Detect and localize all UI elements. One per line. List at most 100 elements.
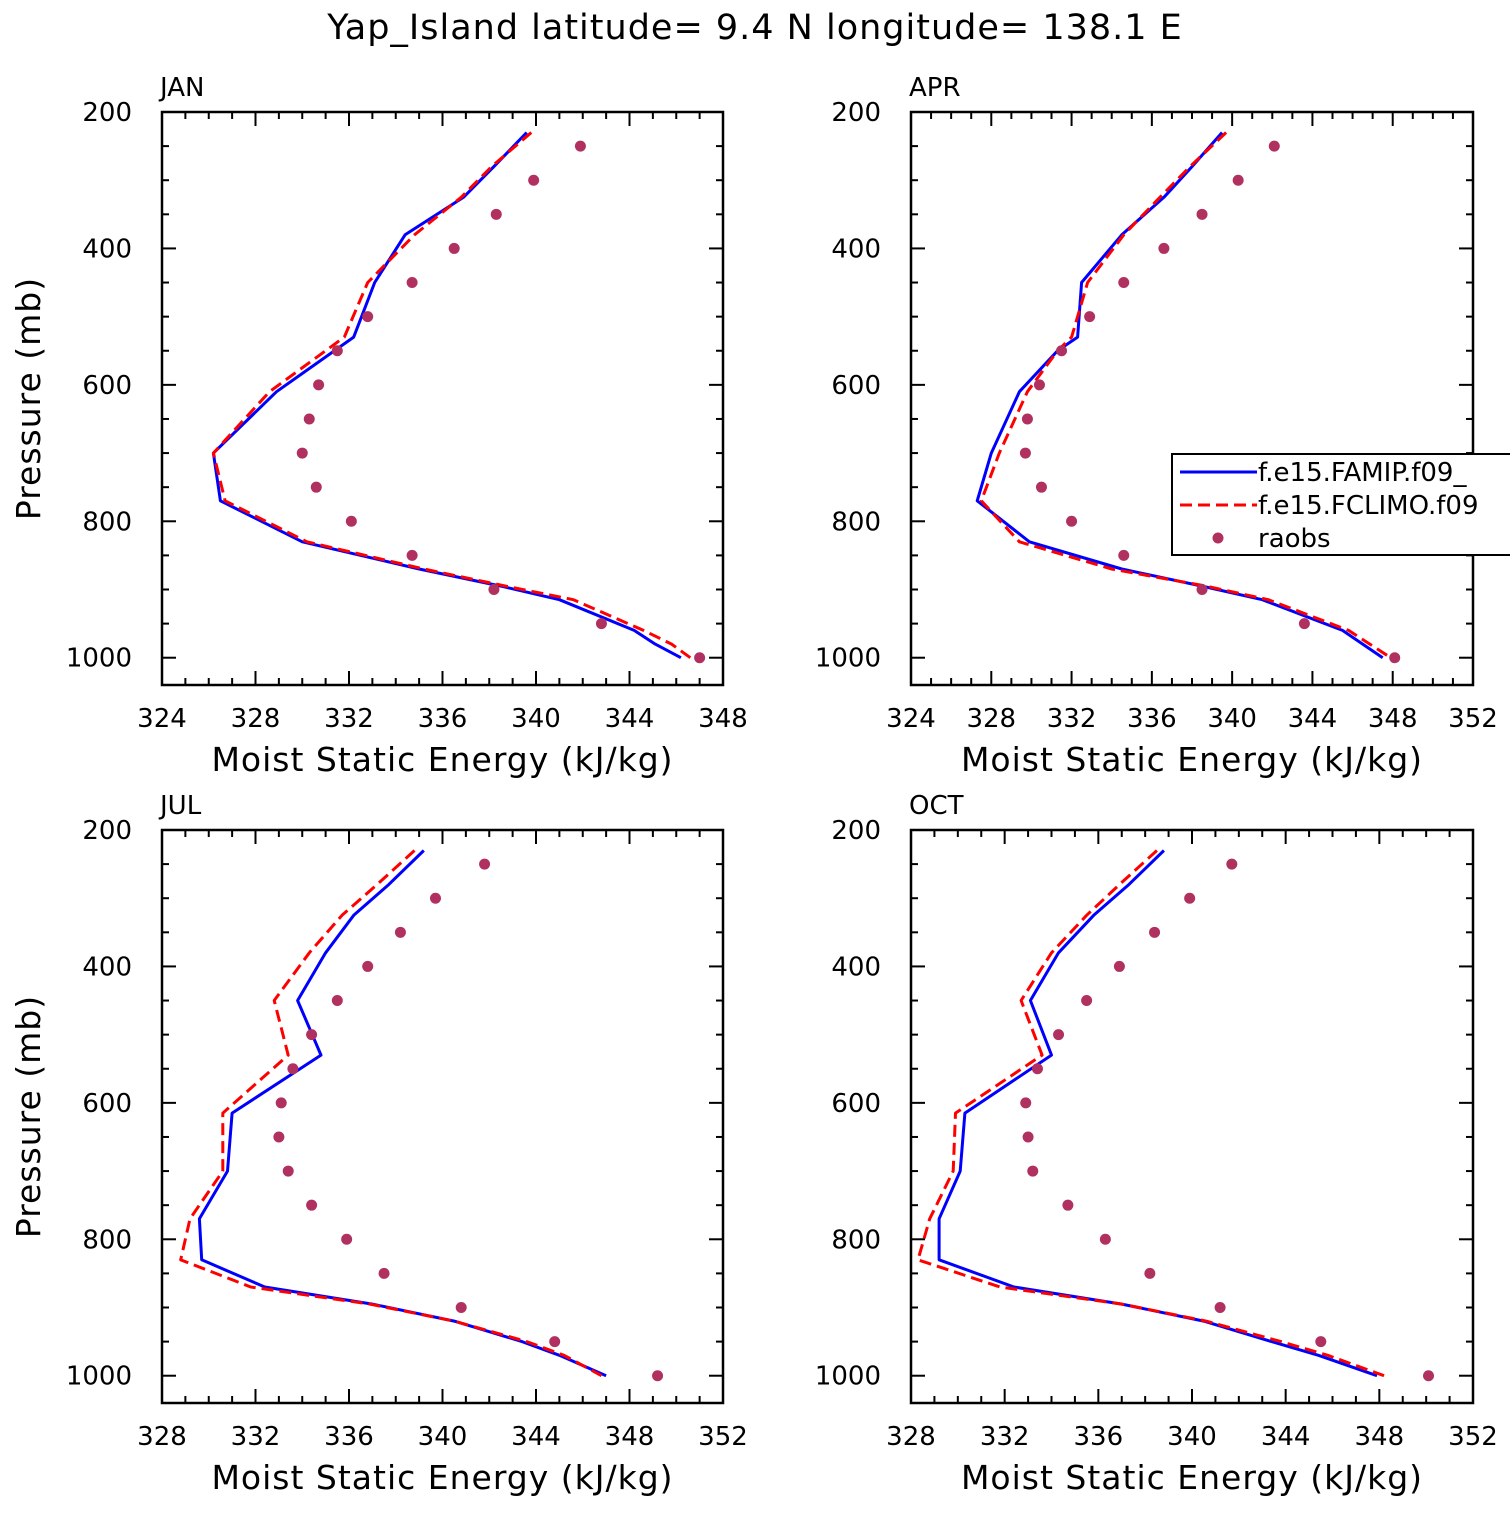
raobs-point bbox=[296, 447, 308, 459]
panel-oct: 328 332 336 340 344 348 352 200 400 600 800 1000 OCT… bbox=[815, 791, 1498, 1497]
raobs-point bbox=[331, 995, 343, 1007]
x-tick-label: 324 bbox=[137, 704, 187, 734]
raobs-point bbox=[1066, 515, 1078, 527]
raobs-point bbox=[549, 1336, 561, 1348]
y-tick-label: 400 bbox=[82, 952, 132, 982]
raobs-point bbox=[479, 858, 491, 870]
x-tick-label: 352 bbox=[1448, 1422, 1498, 1452]
raobs-point bbox=[345, 515, 357, 527]
y-tick-label: 1000 bbox=[815, 1362, 881, 1392]
plot-frame bbox=[160, 828, 725, 1405]
raobs-point bbox=[1035, 481, 1047, 493]
x-tick-label: 344 bbox=[1261, 1422, 1311, 1452]
panel-label: JUL bbox=[158, 791, 202, 821]
raobs-point bbox=[1084, 311, 1096, 323]
x-tick-label: 332 bbox=[980, 1422, 1030, 1452]
raobs-point bbox=[362, 960, 374, 972]
raobs-point bbox=[1062, 1199, 1074, 1211]
legend-entry: f.e15.FAMIP.f09_ bbox=[1258, 458, 1467, 488]
x-axis-label: Moist Static Energy (kJ/kg) bbox=[211, 740, 673, 779]
raobs-point bbox=[306, 1199, 318, 1211]
raobs-point bbox=[574, 140, 586, 152]
x-tick-label: 340 bbox=[1207, 704, 1257, 734]
raobs-point bbox=[1389, 652, 1401, 664]
y-axis-label: Pressure (mb) bbox=[9, 995, 48, 1238]
x-tick-label: 332 bbox=[324, 704, 374, 734]
fclimo-line bbox=[179, 849, 603, 1378]
x-tick-label: 344 bbox=[511, 1422, 561, 1452]
x-tick-label: 324 bbox=[886, 704, 936, 734]
raobs-point bbox=[1214, 1302, 1226, 1313]
fclimo-line bbox=[211, 131, 692, 659]
x-tick-label: 344 bbox=[605, 704, 655, 734]
panel-jul: 328 332 336 340 344 348 352 200 400 600 800 1000 JUL… bbox=[9, 791, 748, 1497]
y-tick-label: 200 bbox=[82, 98, 132, 128]
raobs-point bbox=[1268, 140, 1280, 152]
y-tick-label: 200 bbox=[831, 816, 881, 846]
famip-line bbox=[975, 131, 1384, 659]
raobs-point bbox=[1118, 277, 1130, 289]
x-tick-label: 344 bbox=[1288, 704, 1338, 734]
legend-entry: f.e15.FCLIMO.f09 bbox=[1258, 491, 1478, 521]
panel-apr: 324 328 332 336 340 344 348 352 200 400 600 800 1000… bbox=[815, 73, 1498, 779]
y-tick-label: 200 bbox=[82, 816, 132, 846]
raobs-point bbox=[362, 311, 374, 323]
panel-label: JAN bbox=[158, 73, 204, 103]
raobs-point bbox=[1298, 618, 1310, 630]
raobs-point bbox=[1149, 926, 1161, 938]
raobs-point bbox=[1081, 995, 1093, 1007]
raobs-point bbox=[341, 1233, 353, 1245]
x-tick-label: 336 bbox=[418, 704, 468, 734]
x-tick-label: 328 bbox=[966, 704, 1016, 734]
raobs-point bbox=[595, 618, 607, 630]
raobs-point bbox=[1232, 174, 1244, 186]
raobs-point bbox=[652, 1370, 664, 1382]
raobs-point bbox=[394, 926, 406, 938]
legend-raobs-swatch bbox=[1212, 532, 1224, 544]
raobs-point bbox=[303, 413, 315, 425]
x-tick-label: 348 bbox=[1368, 704, 1418, 734]
fclimo-line bbox=[979, 131, 1392, 659]
plot-frame bbox=[909, 110, 1475, 687]
x-tick-label: 340 bbox=[511, 704, 561, 734]
x-axis-label: Moist Static Energy (kJ/kg) bbox=[961, 1458, 1423, 1497]
raobs-point bbox=[1315, 1336, 1327, 1348]
raobs-point bbox=[528, 174, 540, 186]
raobs-point bbox=[1423, 1370, 1435, 1382]
x-tick-label: 352 bbox=[698, 1422, 748, 1452]
panel-jan: 324 328 332 336 340 344 348 200 400 600 800 1000 JAN… bbox=[9, 73, 748, 779]
raobs-point bbox=[1022, 1131, 1034, 1143]
x-tick-label: 328 bbox=[231, 704, 281, 734]
y-tick-label: 600 bbox=[82, 1089, 132, 1119]
x-tick-label: 328 bbox=[886, 1422, 936, 1452]
y-tick-label: 600 bbox=[831, 1089, 881, 1119]
raobs-point bbox=[1020, 1097, 1032, 1109]
raobs-point bbox=[313, 379, 325, 391]
raobs-point bbox=[1118, 549, 1130, 561]
x-axis-label: Moist Static Energy (kJ/kg) bbox=[961, 740, 1423, 779]
x-tick-label: 340 bbox=[418, 1422, 468, 1452]
raobs-point bbox=[1226, 858, 1238, 870]
raobs-point bbox=[306, 1029, 318, 1041]
raobs-point bbox=[1158, 242, 1170, 254]
raobs-point bbox=[694, 652, 706, 664]
raobs-point bbox=[310, 481, 322, 493]
plot-frame bbox=[160, 110, 725, 687]
y-tick-label: 600 bbox=[831, 371, 881, 401]
raobs-point bbox=[1019, 447, 1031, 459]
raobs-point bbox=[1113, 960, 1125, 972]
famip-line bbox=[937, 849, 1378, 1378]
panel-label: OCT bbox=[909, 791, 964, 821]
x-tick-label: 336 bbox=[324, 1422, 374, 1452]
raobs-point bbox=[1031, 1063, 1043, 1075]
raobs-point bbox=[287, 1063, 299, 1075]
raobs-point bbox=[282, 1165, 294, 1177]
y-tick-label: 400 bbox=[82, 234, 132, 264]
raobs-point bbox=[1099, 1233, 1111, 1245]
raobs-point bbox=[1184, 892, 1196, 904]
raobs-point bbox=[1053, 1029, 1065, 1041]
raobs-point bbox=[1033, 379, 1045, 391]
figure-title: Yap_Island latitude= 9.4 N longitude= 13… bbox=[327, 8, 1183, 48]
